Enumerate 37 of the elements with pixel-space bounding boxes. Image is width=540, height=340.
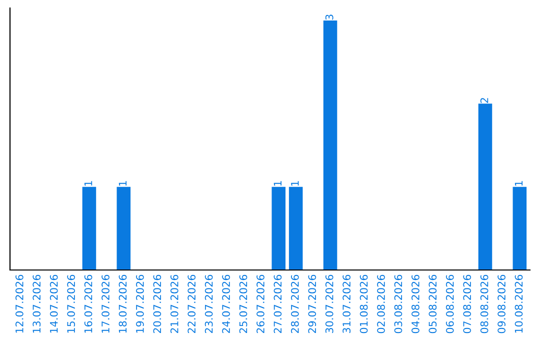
- data-label: 1: [291, 181, 299, 186]
- x-tick-label: 25.07.2026: [239, 274, 248, 334]
- x-tick-label: 17.07.2026: [102, 274, 110, 333]
- x-tick-label: 09.08.2026: [498, 274, 506, 334]
- x-tick-label: 15.07.2026: [67, 274, 76, 333]
- x-tick-label: 06.08.2026: [446, 274, 454, 334]
- x-tick-label: 18.07.2026: [118, 274, 127, 333]
- x-tick-label: 05.08.2026: [428, 274, 437, 334]
- data-label: 1: [274, 181, 282, 186]
- x-tick-label: 23.07.2026: [204, 274, 213, 334]
- data-label: 1: [514, 181, 523, 186]
- x-tick-label: 13.07.2026: [32, 274, 41, 333]
- x-tick-label: 02.08.2026: [377, 274, 385, 334]
- x-tick-label: 28.07.2026: [290, 274, 299, 334]
- x-tick-label: 20.07.2026: [153, 274, 162, 334]
- x-tick-label: 27.07.2026: [274, 274, 282, 334]
- x-tick-label: 29.07.2026: [308, 274, 316, 334]
- x-tick-label: 04.08.2026: [412, 274, 420, 334]
- x-tick-label: 12.07.2026: [15, 274, 24, 333]
- x-tick-label: 07.08.2026: [463, 274, 472, 334]
- x-tick-label: 01.08.2026: [360, 274, 368, 334]
- data-label: 3: [325, 14, 334, 20]
- x-tick-label: 21.07.2026: [170, 274, 178, 334]
- x-tick-label: 08.08.2026: [480, 274, 488, 334]
- x-tick-label: 19.07.2026: [136, 274, 144, 333]
- x-tick-label: 30.07.2026: [325, 274, 334, 334]
- x-tick-label: 03.08.2026: [394, 274, 402, 334]
- x-tick-label: 22.07.2026: [188, 274, 196, 334]
- x-tick-label: 24.07.2026: [222, 274, 230, 334]
- x-tick-label: 31.07.2026: [342, 274, 351, 334]
- data-label: 1: [84, 181, 92, 186]
- x-tick-label: 14.07.2026: [50, 274, 58, 333]
- x-tick-label: 16.07.2026: [84, 274, 92, 333]
- data-label: 2: [480, 98, 488, 103]
- x-tick-label: 10.08.2026: [514, 274, 523, 333]
- x-tick-label: 26.07.2026: [256, 274, 264, 334]
- data-label: 1: [118, 181, 127, 186]
